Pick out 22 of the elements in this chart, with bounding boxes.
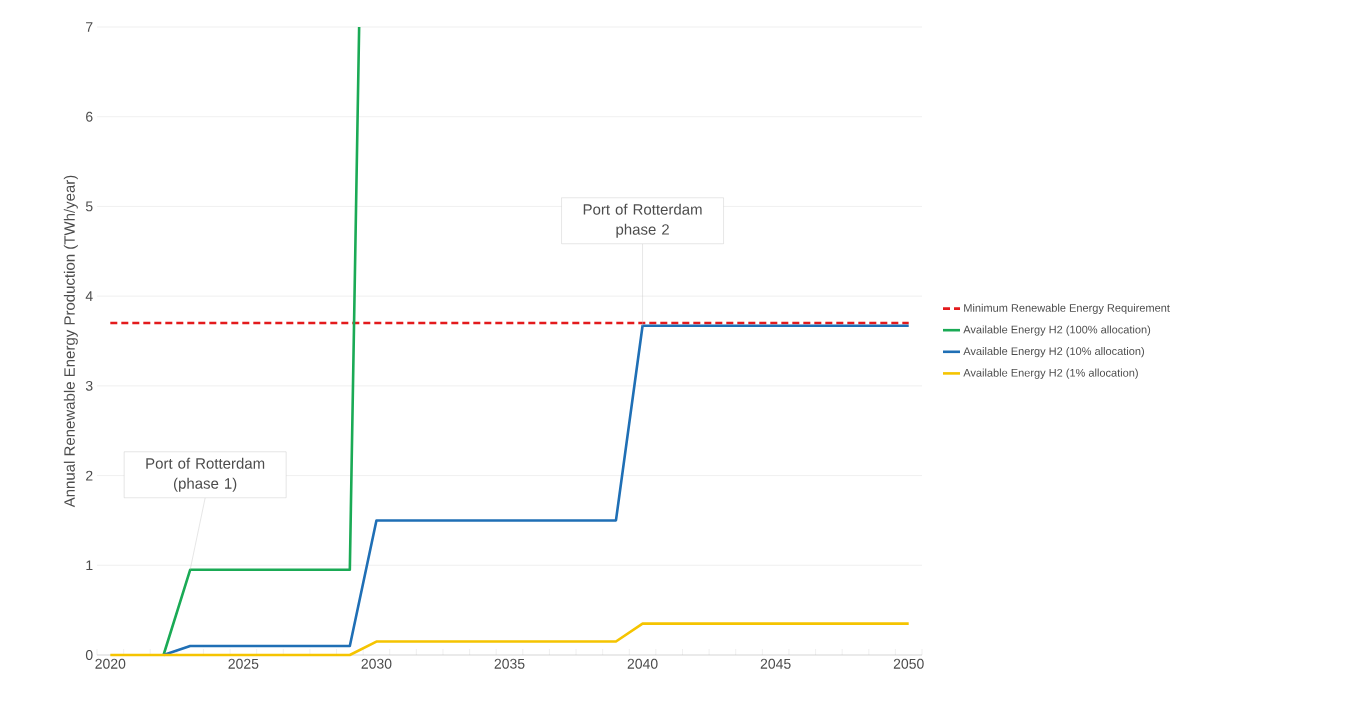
y-tick-label: 6: [86, 111, 93, 122]
y-tick-label: 1: [86, 560, 93, 571]
legend-label: Available Energy H2 (1% allocation): [963, 368, 1138, 379]
y-tick-label: 0: [85, 650, 93, 660]
x-tick-label: 2035: [494, 658, 525, 669]
y-tick-label: 4: [85, 291, 93, 301]
x-tick-label: 2025: [228, 658, 259, 669]
annotation: Port of Rotterdam phase 2: [583, 203, 702, 238]
x-tick-label: 2040: [627, 658, 658, 669]
y-axis-title: Annual Renewable Energy Production (TWh/year): [63, 175, 78, 508]
y-tick-label: 2: [86, 470, 93, 481]
x-tick-label: 2020: [95, 658, 126, 669]
x-tick-label: 2050: [893, 658, 924, 669]
legend-label: Available Energy H2 (100% allocation): [963, 325, 1151, 336]
legend-label: Available Energy H2 (10% allocation): [963, 346, 1144, 358]
x-tick-label: 2045: [760, 658, 791, 669]
legend-label: Minimum Renewable Energy Requirement: [964, 303, 1170, 315]
y-tick-label: 7: [86, 22, 93, 32]
y-tick-label: 3: [85, 380, 93, 391]
annotation: Port of Rotterdam (phase 1): [146, 457, 265, 492]
y-tick-label: 5: [85, 201, 93, 212]
x-tick-label: 2030: [361, 658, 392, 669]
